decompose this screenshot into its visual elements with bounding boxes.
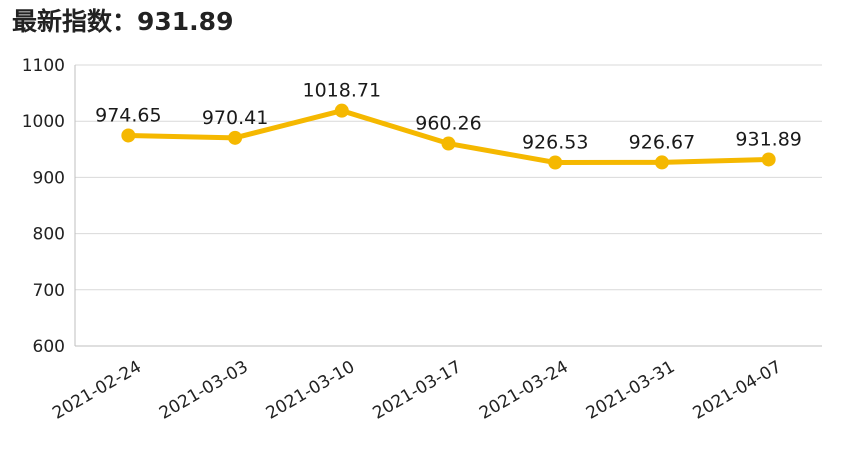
data-label: 974.65 xyxy=(95,104,161,126)
data-label: 960.26 xyxy=(415,113,481,135)
chart-title: 最新指数：931.89 xyxy=(12,7,233,36)
series-line-group xyxy=(121,103,776,170)
gridlines xyxy=(75,64,822,347)
data-label: 926.53 xyxy=(522,131,588,153)
data-point xyxy=(761,152,776,167)
y-tick-label: 700 xyxy=(33,281,65,301)
data-point xyxy=(548,155,563,170)
data-point xyxy=(441,136,456,151)
x-tick-label: 2021-04-07 xyxy=(690,357,786,424)
x-tick-label: 2021-03-24 xyxy=(476,357,572,424)
x-tick-label: 2021-03-10 xyxy=(263,357,359,424)
data-label: 1018.71 xyxy=(302,80,381,102)
x-tick-label: 2021-03-03 xyxy=(156,357,252,424)
y-tick-label: 1000 xyxy=(22,112,65,132)
x-axis: 2021-02-24 2021-03-03 2021-03-10 2021-03-17… xyxy=(49,357,785,424)
x-tick-label: 2021-03-31 xyxy=(583,357,679,424)
data-point xyxy=(334,103,349,118)
data-point xyxy=(654,155,669,170)
data-label: 970.41 xyxy=(202,107,268,129)
data-point xyxy=(121,128,136,143)
data-label: 926.67 xyxy=(629,131,695,153)
data-point xyxy=(228,130,243,145)
x-tick-label: 2021-03-17 xyxy=(369,357,465,424)
data-labels: 974.65 970.41 1018.71 960.26 926.53 926.67 931… xyxy=(95,80,802,154)
data-label: 931.89 xyxy=(735,128,801,150)
y-tick-label: 600 xyxy=(33,337,65,357)
y-axis: 600 700 800 900 1000 1100 xyxy=(22,56,76,357)
y-tick-label: 800 xyxy=(33,225,65,245)
y-tick-label: 900 xyxy=(33,168,65,188)
y-tick-label: 1100 xyxy=(22,56,65,76)
x-tick-label: 2021-02-24 xyxy=(49,357,145,424)
